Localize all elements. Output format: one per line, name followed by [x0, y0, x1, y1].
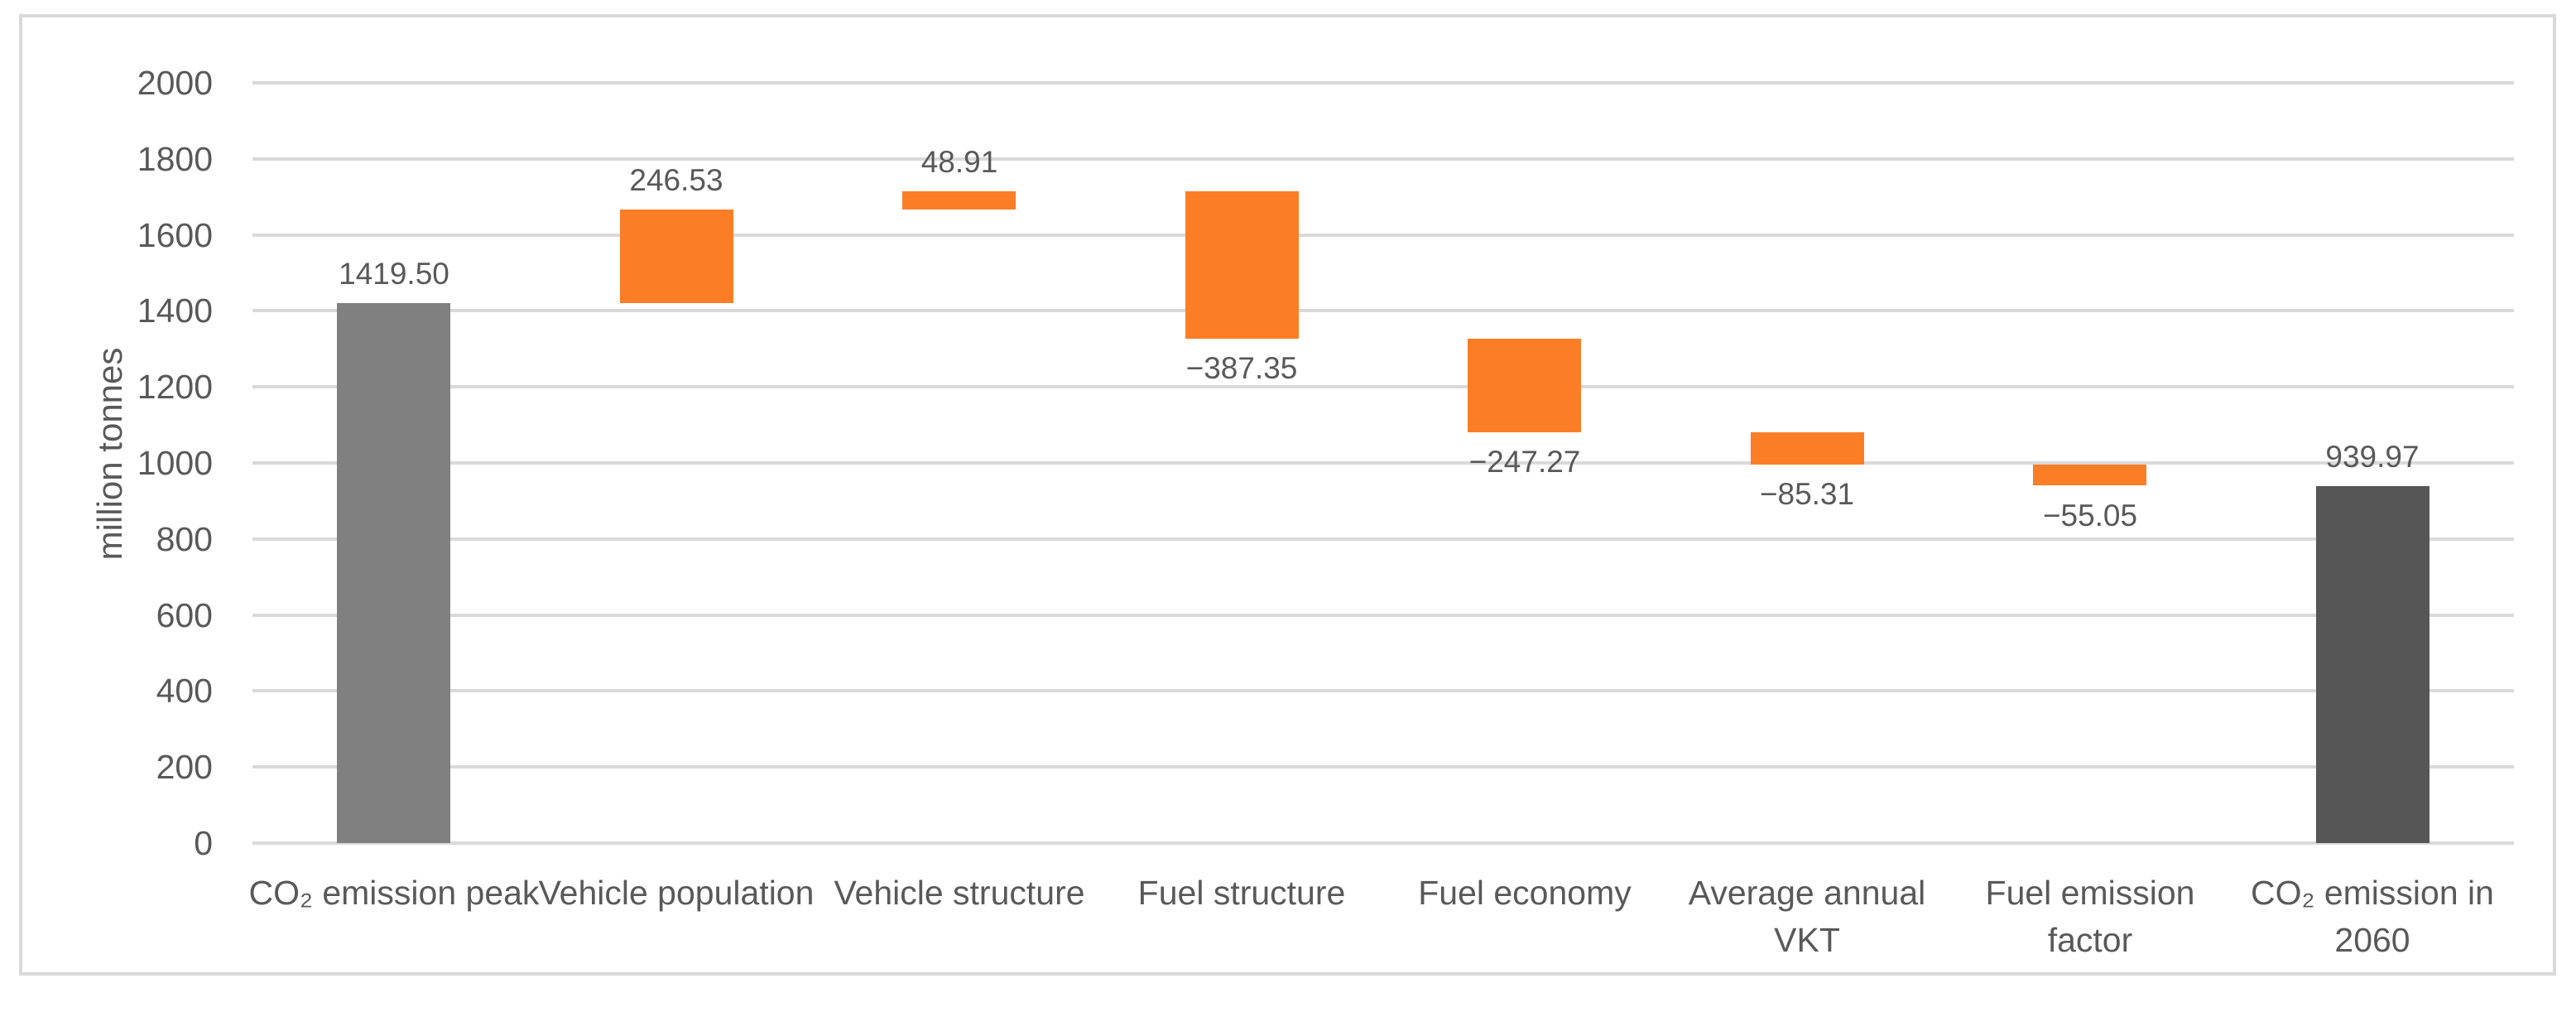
x-category-label-line: CO₂ emission in — [2251, 874, 2494, 912]
y-axis-title: million tonnes — [90, 347, 129, 561]
x-category-label-line: VKT — [1774, 921, 1840, 959]
x-category-label-line: 2060 — [2334, 921, 2410, 959]
x-category-label-line: CO₂ emission peak — [248, 874, 540, 912]
gridline — [252, 537, 2514, 541]
x-category-label: CO₂ emission peak — [220, 870, 568, 917]
y-axis-tick-label: 1200 — [137, 368, 213, 406]
x-category-label: Vehicle population — [502, 870, 850, 917]
bar — [1185, 191, 1299, 339]
data-label: −55.05 — [2042, 499, 2138, 533]
x-category-label: Fuel structure — [1068, 870, 1415, 917]
gridline — [252, 614, 2514, 617]
data-label: −85.31 — [1759, 477, 1855, 511]
x-category-label: Fuel emission factor — [1916, 870, 2264, 964]
y-axis-tick-label: 800 — [156, 520, 213, 558]
gridline — [252, 234, 2514, 237]
y-axis-tick-label: 1400 — [137, 292, 213, 330]
gridline — [252, 461, 2514, 465]
gridline — [252, 157, 2514, 161]
x-category-label-line: Fuel emission — [1985, 874, 2195, 912]
data-label: 246.53 — [629, 163, 723, 197]
data-label: −387.35 — [1185, 351, 1298, 385]
bar — [337, 303, 450, 843]
gridline — [252, 841, 2514, 845]
x-category-label: CO₂ emission in 2060 — [2199, 870, 2546, 964]
y-axis-tick-label: 1000 — [137, 444, 213, 482]
data-label: 48.91 — [920, 145, 998, 179]
x-category-label-line: Fuel structure — [1137, 874, 1346, 912]
y-axis-tick-label: 200 — [156, 748, 213, 786]
x-category-label-line: Vehicle structure — [834, 874, 1085, 912]
y-axis-tick-label: 1600 — [137, 216, 213, 254]
bar — [2033, 465, 2146, 485]
bar — [902, 191, 1016, 210]
gridline — [252, 309, 2514, 312]
bar — [1751, 432, 1864, 465]
y-axis-tick-label: 0 — [194, 824, 213, 862]
x-category-label: Average annual VKT — [1633, 870, 1981, 964]
y-axis-tick-label: 600 — [156, 596, 213, 634]
y-axis-tick-label: 400 — [156, 672, 213, 710]
data-label: −247.27 — [1468, 445, 1581, 479]
bar — [2316, 486, 2429, 843]
gridline — [252, 385, 2514, 388]
data-label: 1419.50 — [339, 257, 449, 291]
x-category-label-line: factor — [2047, 921, 2133, 959]
x-category-label-line: Fuel economy — [1418, 874, 1632, 912]
data-label: 939.97 — [2325, 440, 2420, 474]
y-axis-tick-label: 1800 — [137, 140, 213, 178]
gridline — [252, 765, 2514, 769]
x-category-label-line: Average annual — [1688, 874, 1926, 912]
bar — [1468, 339, 1581, 432]
bar — [620, 210, 733, 303]
x-category-label: Fuel economy — [1351, 870, 1699, 917]
gridline — [252, 689, 2514, 692]
y-axis-tick-label: 2000 — [137, 64, 213, 102]
gridline — [252, 81, 2514, 84]
x-category-label: Vehicle structure — [786, 870, 1133, 917]
x-category-label-line: Vehicle population — [538, 874, 815, 912]
